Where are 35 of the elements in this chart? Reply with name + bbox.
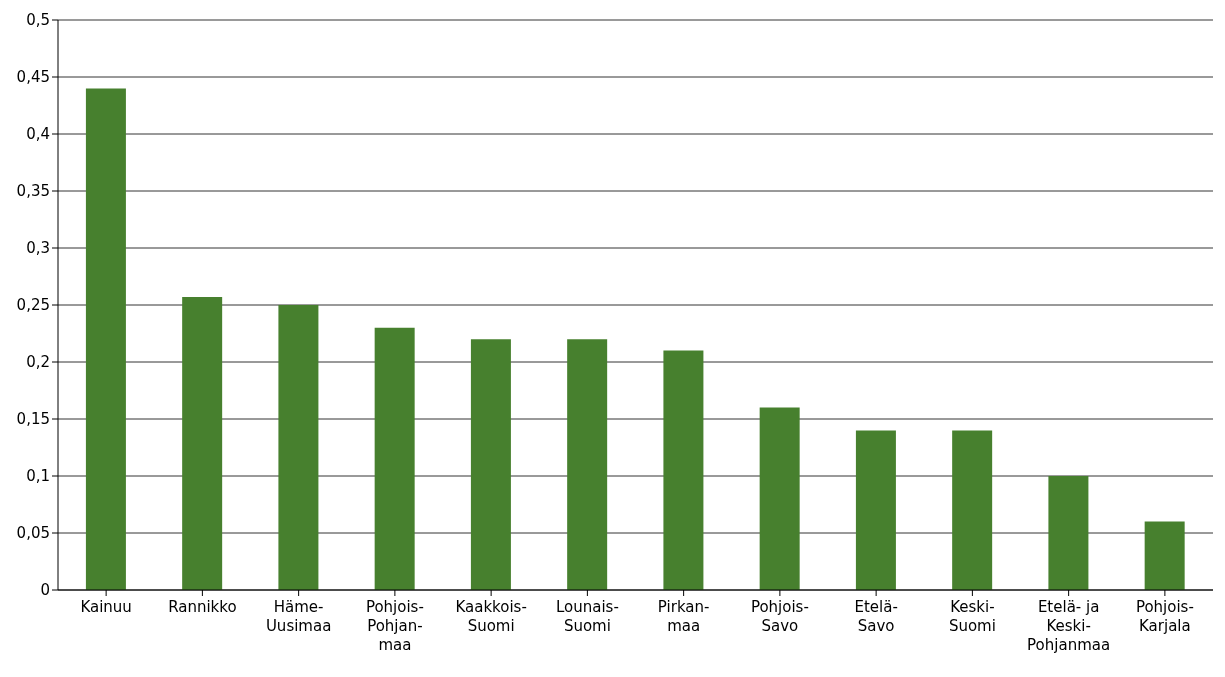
bar <box>1048 476 1089 590</box>
x-tick-label: Pohjois- Savo <box>750 598 809 635</box>
bar <box>470 339 511 590</box>
bar <box>278 305 319 590</box>
y-tick-label: 0,5 <box>26 11 50 30</box>
x-tick-label: Pirkan- maa <box>657 598 710 635</box>
x-tick-label: Keski- Suomi <box>948 598 996 635</box>
x-tick-label: Etelä- Savo <box>854 598 898 635</box>
x-tick-label: Etelä- ja Keski- Pohjanmaa <box>1027 598 1111 654</box>
x-tick-label: Kaakkois- Suomi <box>455 598 527 635</box>
bar <box>567 339 608 590</box>
y-tick-label: 0 <box>40 581 50 600</box>
bar <box>952 430 993 590</box>
x-tick-label: Pohjois- Pohjan- maa <box>365 598 424 654</box>
x-tick-label: Häme- Uusimaa <box>265 598 332 635</box>
bar <box>855 430 896 590</box>
bar <box>182 297 223 590</box>
x-tick-label: Rannikko <box>168 598 237 616</box>
y-tick-label: 0,05 <box>16 524 50 543</box>
y-tick-label: 0,45 <box>16 68 50 87</box>
y-tick-label: 0,35 <box>16 182 50 201</box>
y-tick-label: 0,1 <box>26 467 50 486</box>
bar <box>85 88 126 590</box>
x-tick-label: Kainuu <box>80 598 132 616</box>
bar <box>1144 521 1185 590</box>
y-tick-label: 0,4 <box>26 125 50 144</box>
x-tick-label: Pohjois- Karjala <box>1135 598 1194 635</box>
y-tick-label: 0,15 <box>16 410 50 429</box>
y-tick-label: 0,25 <box>16 296 50 315</box>
y-tick-label: 0,2 <box>26 353 50 372</box>
bar <box>663 350 704 590</box>
bar <box>759 407 800 590</box>
y-tick-label: 0,3 <box>26 239 50 258</box>
x-tick-label: Lounais- Suomi <box>555 598 619 635</box>
bar <box>374 327 415 590</box>
